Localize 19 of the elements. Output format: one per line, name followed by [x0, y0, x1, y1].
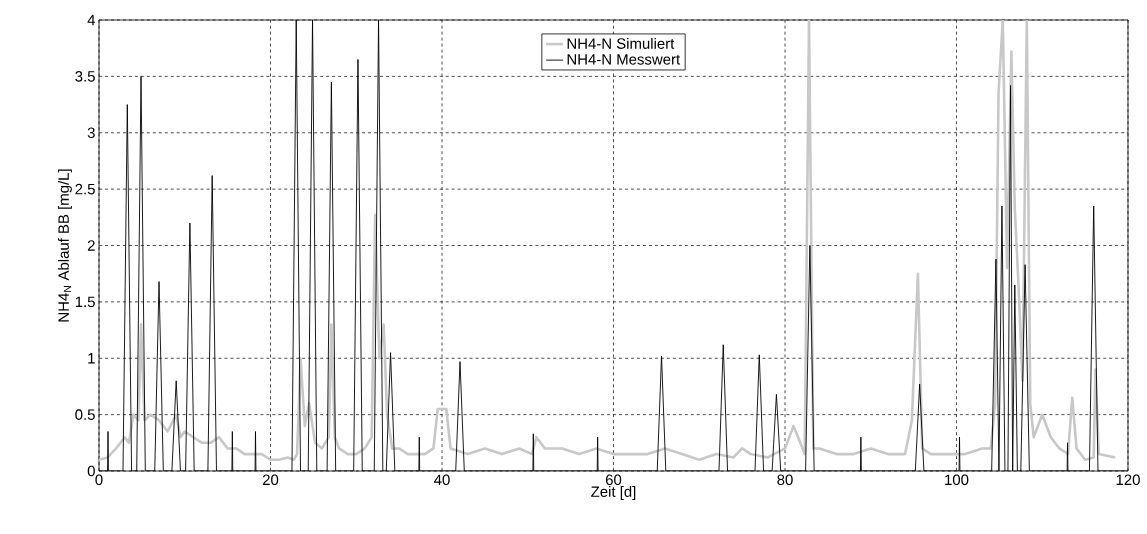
legend-label: NH4-N Messwert [567, 54, 681, 65]
y-tick-label: 2.5 [75, 183, 95, 195]
y-tick-label: 4 [87, 14, 96, 26]
legend-label: NH4-N Simuliert [567, 37, 675, 49]
x-tick-label: 120 [1116, 474, 1140, 486]
y-tick-label: 3 [87, 127, 95, 139]
x-axis-title: Zeit [d] [591, 485, 636, 500]
y-tick-label: 2 [87, 240, 95, 251]
y-tick-label: 3.5 [75, 71, 95, 82]
x-tick-label: 40 [434, 474, 450, 486]
y-tick-label: 1 [88, 353, 95, 364]
x-tick-label: 20 [262, 474, 279, 486]
y-tick-label: 0.5 [75, 409, 95, 420]
x-tick-label: 100 [945, 474, 969, 486]
y-tick-label: 1.5 [75, 296, 95, 308]
x-tick-label: 60 [605, 474, 622, 486]
y-axis-title: NH4$_{N}$ Ablauf BB [mg/L] [57, 169, 72, 322]
y-tick-label: 0 [87, 465, 95, 477]
x-tick-label: 80 [777, 474, 793, 486]
